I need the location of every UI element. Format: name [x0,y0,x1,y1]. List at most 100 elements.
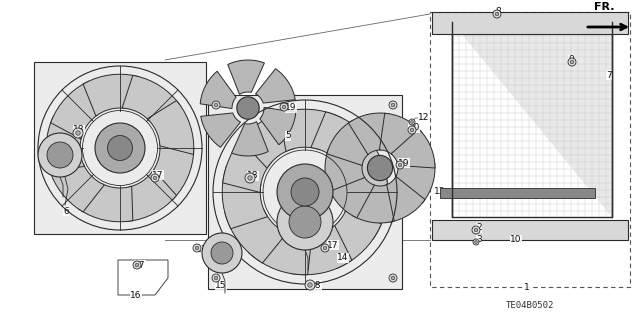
Text: 11: 11 [196,246,207,255]
Circle shape [248,176,252,180]
Text: 3: 3 [476,235,482,244]
Bar [452,22,612,217]
Circle shape [151,174,159,182]
Circle shape [391,103,395,107]
Text: 7: 7 [606,70,612,79]
Bar [34,62,206,234]
Text: 4: 4 [68,159,74,167]
Bar [440,188,595,198]
Polygon shape [328,204,381,269]
Circle shape [76,131,80,135]
Text: 13: 13 [434,188,445,197]
Polygon shape [348,113,390,155]
Circle shape [472,226,480,234]
Circle shape [133,261,141,269]
Text: 8: 8 [495,8,500,17]
Circle shape [47,142,73,168]
Text: 10: 10 [510,235,522,244]
Text: 6: 6 [63,206,68,216]
Text: 18: 18 [247,172,259,181]
Polygon shape [255,69,295,103]
Text: 19: 19 [285,103,296,113]
Text: 12: 12 [418,114,429,122]
Text: TE04B0502: TE04B0502 [506,300,554,309]
Polygon shape [228,60,264,94]
Text: 14: 14 [337,254,348,263]
Polygon shape [127,170,177,221]
Text: 17: 17 [327,241,339,249]
Polygon shape [201,113,241,147]
Circle shape [193,244,201,252]
Polygon shape [200,71,236,108]
Polygon shape [396,163,435,203]
Circle shape [568,58,576,66]
Polygon shape [51,81,98,139]
Circle shape [391,276,395,280]
Circle shape [408,126,416,134]
Text: 18: 18 [310,280,321,290]
Circle shape [409,119,415,125]
Circle shape [245,173,255,183]
Circle shape [411,121,413,123]
Polygon shape [223,127,273,192]
Polygon shape [279,109,342,152]
Polygon shape [46,117,84,173]
Circle shape [108,136,132,160]
Circle shape [474,228,478,232]
Polygon shape [325,149,365,191]
Polygon shape [152,143,194,200]
Circle shape [95,123,145,173]
Circle shape [493,10,501,18]
Circle shape [73,128,83,138]
Polygon shape [452,22,612,217]
Polygon shape [232,122,268,156]
Circle shape [277,164,333,220]
Circle shape [153,176,157,180]
Polygon shape [83,74,139,116]
Circle shape [396,161,404,169]
Circle shape [280,103,288,111]
Circle shape [570,60,574,64]
Circle shape [305,280,315,290]
Polygon shape [327,120,369,166]
Circle shape [212,101,220,109]
Polygon shape [334,136,388,195]
Polygon shape [353,185,394,223]
Polygon shape [49,164,104,212]
Circle shape [135,263,139,267]
Circle shape [212,274,220,282]
Text: 19: 19 [398,159,410,167]
Circle shape [195,246,199,250]
Polygon shape [77,184,133,222]
Polygon shape [248,229,312,275]
Circle shape [321,244,329,252]
Polygon shape [380,113,422,155]
Circle shape [277,194,333,250]
Circle shape [475,241,477,243]
Text: 9: 9 [568,56,573,64]
Text: 17: 17 [152,170,163,180]
Polygon shape [147,100,194,154]
Text: 16: 16 [130,291,141,300]
Circle shape [410,128,414,132]
Circle shape [367,155,392,181]
Polygon shape [222,166,268,229]
Circle shape [308,283,312,287]
Circle shape [282,105,286,109]
Text: 20: 20 [408,123,419,132]
Circle shape [237,97,259,119]
Text: 18: 18 [73,125,84,135]
Polygon shape [391,129,435,168]
Circle shape [214,276,218,280]
Circle shape [495,12,499,16]
Polygon shape [385,176,425,222]
Text: 5: 5 [285,131,291,140]
Bar [430,12,630,287]
Circle shape [291,178,319,206]
Text: 1: 1 [524,283,530,292]
Polygon shape [328,176,374,218]
Circle shape [473,239,479,245]
Circle shape [398,163,402,167]
Polygon shape [122,75,180,121]
Circle shape [289,206,321,238]
